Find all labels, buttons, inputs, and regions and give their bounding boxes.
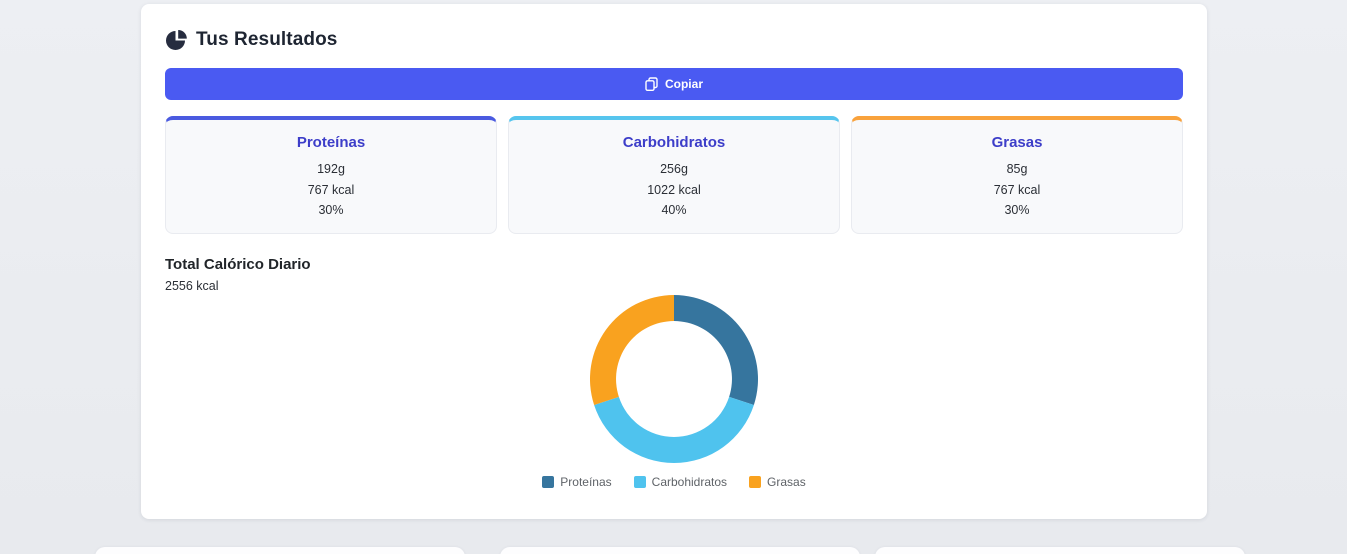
macro-card-proteinas: Proteínas 192g 767 kcal 30%	[165, 116, 497, 234]
legend-item-proteínas[interactable]: Proteínas	[542, 475, 612, 489]
donut-chart	[590, 295, 758, 463]
next-section-card	[875, 547, 1245, 554]
macro-card-title: Proteínas	[296, 134, 366, 151]
macro-grams: 85g	[1006, 162, 1028, 176]
results-panel: Tus Resultados Copiar Proteínas 192g 767…	[141, 4, 1207, 519]
total-calories-value: 2556 kcal	[165, 279, 219, 293]
next-section-card	[95, 547, 465, 554]
results-header: Tus Resultados	[165, 28, 1183, 52]
donut-chart-area	[165, 294, 1183, 464]
macro-grams: 256g	[660, 162, 688, 176]
legend-item-carbohidratos[interactable]: Carbohidratos	[633, 475, 728, 489]
macro-cards-row: Proteínas 192g 767 kcal 30% Carbohidrato…	[165, 116, 1183, 234]
legend-swatch	[633, 476, 646, 488]
next-section-card	[500, 547, 860, 554]
donut-segment-grasas[interactable]	[590, 295, 674, 405]
macro-percent: 30%	[1004, 203, 1030, 217]
macro-grams: 192g	[317, 162, 345, 176]
macro-percent: 40%	[661, 203, 687, 217]
donut-segment-proteínas[interactable]	[674, 295, 758, 405]
legend-label: Carbohidratos	[651, 475, 728, 489]
macro-card-carbohidratos: Carbohidratos 256g 1022 kcal 40%	[508, 116, 840, 234]
macro-percent: 30%	[318, 203, 344, 217]
pie-chart-icon	[166, 30, 187, 50]
macro-kcal: 1022 kcal	[647, 182, 701, 197]
total-calories-label: Total Calórico Diario	[165, 256, 311, 273]
legend-item-grasas[interactable]: Grasas	[749, 475, 806, 489]
macro-card-title: Grasas	[991, 134, 1043, 151]
macro-card-grasas: Grasas 85g 767 kcal 30%	[851, 116, 1183, 234]
legend-label: Proteínas	[560, 475, 612, 489]
donut-segment-carbohidratos[interactable]	[594, 396, 754, 463]
page-title: Tus Resultados	[196, 29, 338, 50]
legend-swatch	[542, 476, 555, 488]
copy-button[interactable]: Copiar	[165, 68, 1183, 100]
legend-swatch	[749, 476, 762, 488]
chart-legend: Proteínas Carbohidratos Grasas	[165, 475, 1183, 489]
macro-kcal: 767 kcal	[993, 182, 1041, 197]
macro-kcal: 767 kcal	[307, 182, 355, 197]
legend-label: Grasas	[767, 475, 806, 489]
copy-button-label: Copiar	[664, 77, 703, 91]
copy-icon	[645, 77, 658, 91]
macro-card-title: Carbohidratos	[622, 134, 726, 151]
